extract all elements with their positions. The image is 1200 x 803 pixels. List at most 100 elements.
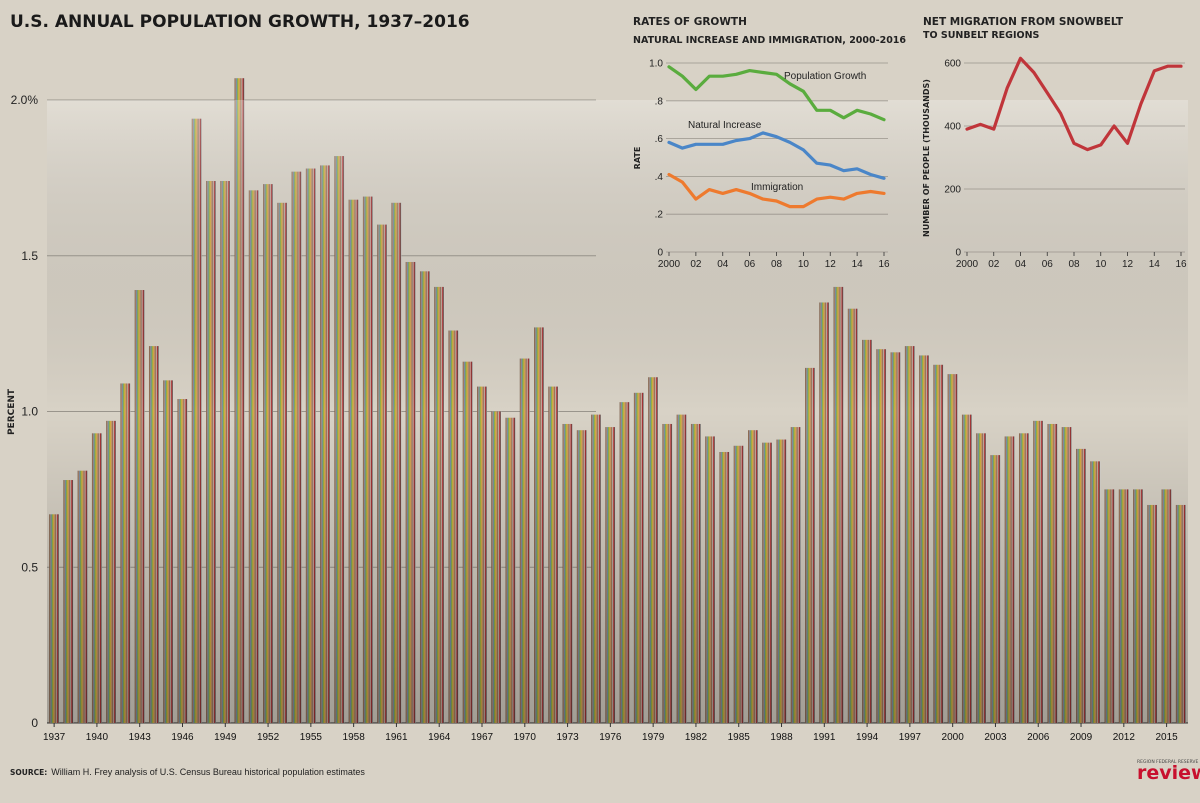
- bar-2015: [1161, 489, 1172, 723]
- migration-x-tick-label: 14: [1149, 259, 1161, 270]
- bar-1962: [405, 261, 416, 723]
- bar-1948: [206, 180, 217, 724]
- bar-1986: [748, 430, 758, 723]
- bar-2007: [1047, 423, 1058, 723]
- bar-1954: [291, 171, 302, 723]
- bar-1984: [719, 451, 730, 723]
- bar-2000: [947, 374, 958, 723]
- source-text: William H. Frey analysis of U.S. Census …: [51, 767, 365, 777]
- rates-chart-subtitle: NATURAL INCREASE AND IMMIGRATION, 2000-2…: [633, 35, 906, 46]
- review-logo: review: [1137, 762, 1200, 784]
- bar-1951: [248, 190, 259, 723]
- rates-x-tick-label: 12: [825, 259, 837, 270]
- main-x-tick-label: 2009: [1070, 732, 1093, 743]
- main-x-tick-label: 1979: [642, 732, 665, 743]
- bar-2996: [890, 352, 901, 723]
- bar-1956: [320, 165, 331, 724]
- main-x-tick-label: 1967: [471, 732, 494, 743]
- bar-1963: [419, 271, 430, 723]
- bar-1972: [548, 386, 559, 723]
- bar-1983: [705, 436, 716, 723]
- bar-1990: [805, 367, 816, 723]
- bar-1985: [733, 445, 744, 723]
- migration-chart: 0 200 400 600 2000 02 04 06 08 10 12 14 16: [944, 56, 1187, 270]
- bar-1977: [619, 402, 630, 723]
- main-x-tick-label: 1943: [129, 732, 152, 743]
- main-y-tick-label: 1.5: [21, 249, 38, 263]
- bar-1969: [505, 417, 516, 723]
- main-x-tick-label: 1997: [899, 732, 922, 743]
- rates-y-tick-label: .4: [655, 172, 664, 183]
- bar-1987: [762, 442, 773, 723]
- bar-1941: [106, 420, 117, 723]
- bar-1953: [277, 202, 288, 724]
- main-x-tick-label: 1994: [856, 732, 879, 743]
- migration-x-tick-label: 06: [1042, 259, 1054, 270]
- main-x-tick-label: 1982: [685, 732, 708, 743]
- bar-1937: [49, 514, 60, 723]
- rates-chart: 0 .2 .4 .6 .8 1.0 2000 02 04 06 08 10 12 14 16 Populati…: [649, 59, 890, 271]
- bar-2016: [1175, 504, 1186, 723]
- bar-1970: [519, 358, 530, 723]
- bar-2002: [976, 433, 987, 723]
- rates-x-tick-label: 10: [798, 259, 810, 270]
- bar-1978: [633, 392, 644, 723]
- rates-series-line-2: [667, 172, 886, 209]
- migration-chart-title: NET MIGRATION FROM SNOWBELT: [923, 16, 1124, 28]
- bar-1998: [919, 355, 930, 723]
- migration-series-line-0: [965, 56, 1183, 152]
- bar-1973: [562, 423, 573, 723]
- bar-2013: [1133, 489, 1144, 723]
- rates-x-tick-label: 06: [744, 259, 756, 270]
- migration-x-tick-label: 02: [988, 259, 1000, 270]
- rates-y-tick-label: .8: [655, 96, 664, 107]
- bar-1974: [576, 430, 587, 723]
- bar-1999: [933, 364, 944, 723]
- bar-1943: [134, 290, 145, 723]
- bar-2014: [1147, 504, 1158, 723]
- migration-y-tick-label: 0: [955, 248, 961, 259]
- main-x-tick-label: 2012: [1113, 732, 1136, 743]
- bar-1946: [177, 399, 188, 723]
- main-x-tick-label: 2003: [984, 732, 1007, 743]
- bar-1947: [191, 118, 202, 723]
- bar-1994: [862, 339, 873, 723]
- main-x-tick-label: 1946: [171, 732, 194, 743]
- bar-2008: [1061, 427, 1072, 723]
- rates-x-tick-label: 02: [690, 259, 702, 270]
- rates-y-axis-label: RATE: [633, 147, 642, 170]
- bar-1982: [690, 423, 701, 723]
- bar-2010: [1090, 461, 1101, 723]
- bar-1961: [391, 202, 402, 724]
- main-y-ticks: 0 0.5 1.0 1.5 2.0%: [11, 93, 39, 730]
- main-x-tick-label: 1955: [300, 732, 323, 743]
- bar-1960: [377, 224, 388, 723]
- rates-y-tick-label: 1.0: [649, 59, 663, 70]
- bar-2004: [1004, 436, 1015, 723]
- bar-2003: [990, 455, 1001, 723]
- bar-1988: [776, 439, 787, 723]
- bar-1967: [477, 386, 487, 723]
- migration-chart-subtitle: TO SUNBELT REGIONS: [923, 30, 1040, 41]
- migration-x-tick-label: 04: [1015, 259, 1027, 270]
- rates-series-label-1: Natural Increase: [688, 120, 762, 131]
- bar-1938: [63, 480, 74, 723]
- main-x-tick-label: 1988: [770, 732, 793, 743]
- main-x-ticks: 1937 1940 1943 1946 1949 1952 1955 1958 1961 1964…: [43, 723, 1178, 743]
- bar-1945: [163, 380, 174, 723]
- main-y-tick-label: 0.5: [21, 560, 38, 574]
- main-y-axis-label: PERCENT: [7, 388, 17, 435]
- main-x-tick-label: 2006: [1027, 732, 1050, 743]
- rates-y-tick-label: .2: [655, 210, 664, 221]
- bar-1991: [819, 302, 830, 723]
- bar-1940: [91, 433, 102, 723]
- main-x-tick-label: 1940: [86, 732, 109, 743]
- rates-chart-title: RATES OF GROWTH: [633, 16, 747, 28]
- main-y-tick-label: 0: [31, 716, 38, 730]
- source-note: SOURCE: William H. Frey analysis of U.S. …: [10, 767, 365, 777]
- rates-y-tick-label: 0: [657, 248, 663, 259]
- rates-x-tick-label: 14: [852, 259, 864, 270]
- main-gridlines: [47, 99, 1188, 724]
- bar-1957: [334, 156, 345, 723]
